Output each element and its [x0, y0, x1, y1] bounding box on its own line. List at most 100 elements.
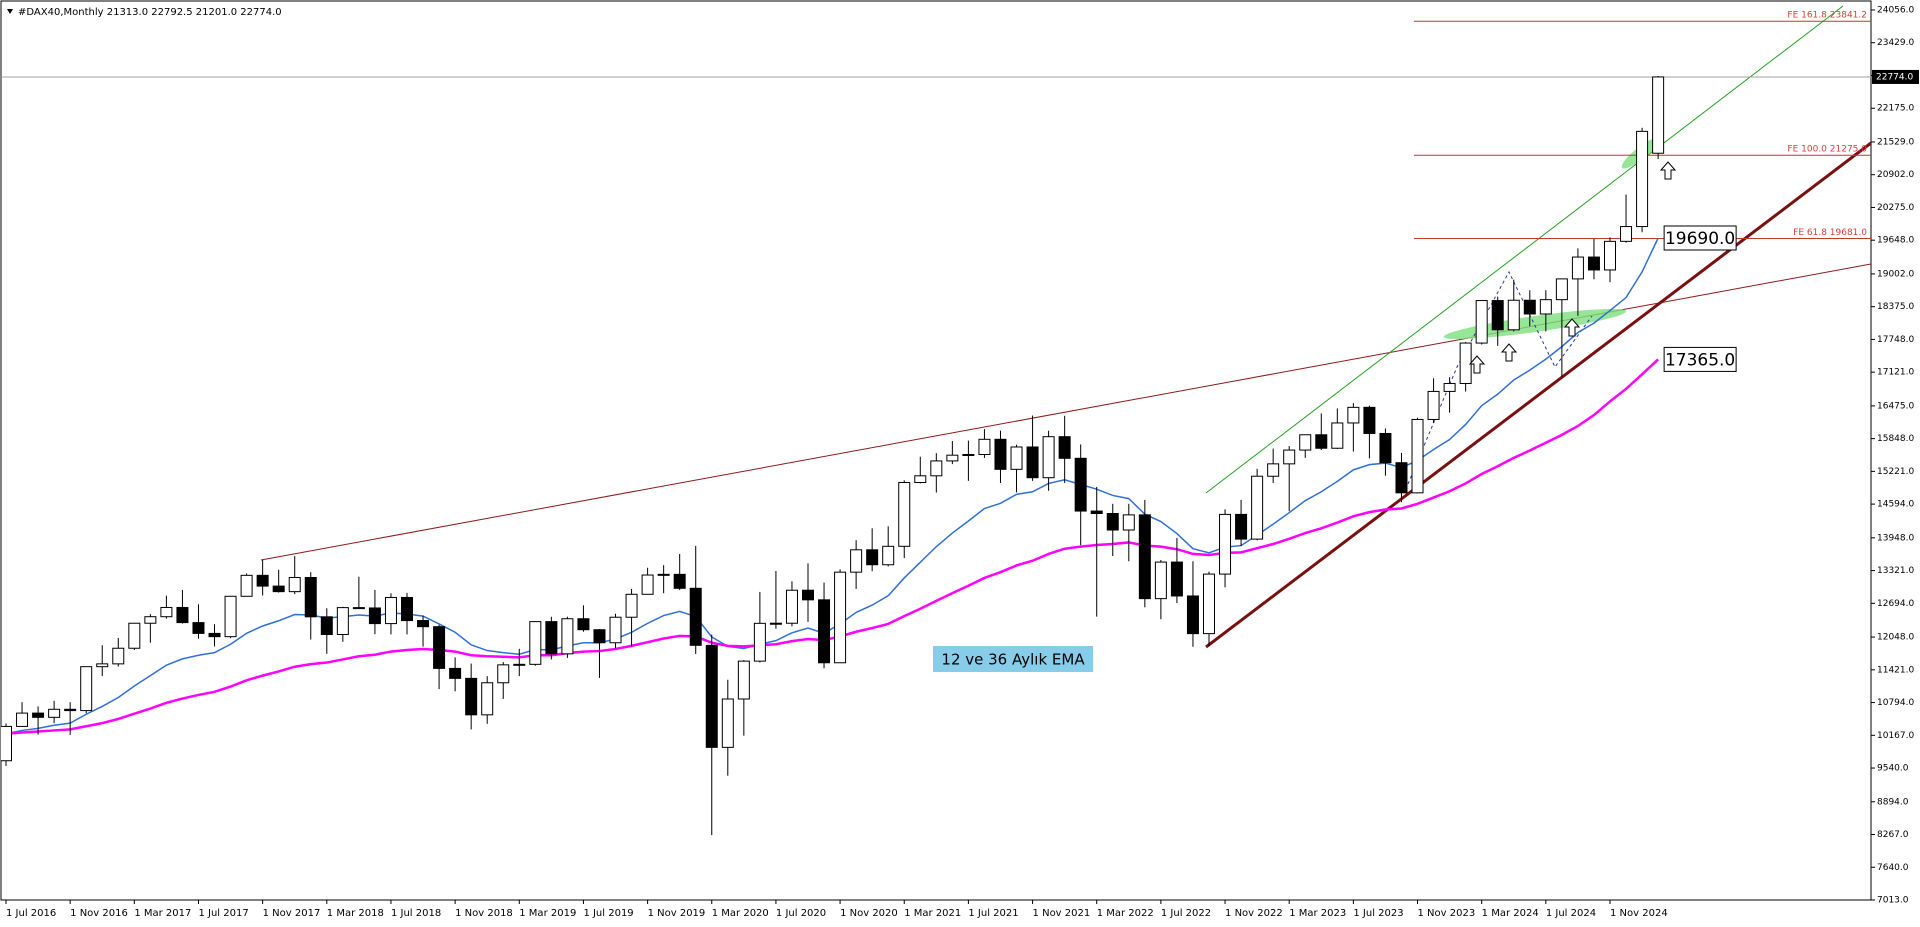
candle-body — [1427, 390, 1440, 420]
candle-body — [802, 589, 814, 601]
candle-body — [1523, 299, 1536, 315]
candle-body — [625, 593, 638, 618]
candle-body — [1459, 342, 1472, 384]
arrow — [1563, 318, 1581, 337]
candle-body — [818, 599, 831, 664]
x-tick-label: 1 Jul 2021 — [968, 908, 1018, 919]
candle-body — [1411, 418, 1424, 494]
y-tick-label: 17121.0 — [1877, 368, 1914, 378]
candle-body — [1363, 406, 1376, 434]
chart-title: #DAX40,Monthly 21313.0 22792.5 21201.0 2… — [18, 7, 282, 18]
y-tick-label: 19002.0 — [1877, 269, 1914, 279]
x-tick-label: 1 Mar 2017 — [134, 908, 191, 919]
zigzag — [1407, 270, 1593, 485]
candle-body — [1186, 595, 1199, 635]
y-tick-label: 13321.0 — [1877, 566, 1914, 576]
candle-body — [368, 607, 381, 625]
y-tick-label: 7013.0 — [1877, 896, 1909, 906]
candle-body — [1299, 434, 1312, 451]
y-tick-label: 23429.0 — [1877, 38, 1914, 48]
channel-line — [1205, 5, 1844, 494]
candle-body — [721, 698, 734, 748]
y-tick-label: 16475.0 — [1877, 401, 1914, 411]
candle-body — [288, 576, 301, 593]
y-tick-label: 9540.0 — [1877, 764, 1909, 774]
candle-body — [1443, 382, 1456, 392]
candle-body — [689, 587, 702, 646]
x-tick-label: 1 Mar 2023 — [1289, 908, 1346, 919]
candle-body — [16, 712, 29, 727]
y-tick-label: 20275.0 — [1877, 203, 1914, 213]
x-tick-label: 1 Mar 2019 — [519, 908, 576, 919]
candle-body — [1203, 573, 1215, 635]
candle-body — [160, 606, 173, 618]
y-tick-label: 11421.0 — [1877, 665, 1914, 675]
candle-body — [898, 481, 911, 547]
plot-frame — [0, 0, 1872, 901]
candle-body — [1138, 514, 1151, 600]
candle-body — [1010, 446, 1023, 470]
candle-body — [32, 712, 45, 718]
menu-icon — [7, 9, 13, 14]
candle-body — [914, 475, 927, 483]
candle-body — [1604, 240, 1616, 271]
ema-label: 19690.0 — [1665, 229, 1735, 249]
y-tick-label: 8894.0 — [1877, 797, 1909, 807]
candle-body — [834, 571, 847, 664]
plot-area — [1, 5, 1871, 836]
candle-body — [866, 549, 879, 566]
y-tick-label: 19648.0 — [1877, 236, 1914, 246]
y-tick-label: 15848.0 — [1877, 434, 1914, 444]
x-tick-label: 1 Nov 2020 — [840, 908, 898, 919]
candle-body — [785, 589, 798, 624]
candle-body — [1154, 561, 1167, 600]
ema-label-box — [1663, 225, 1737, 251]
candle-body — [1058, 436, 1071, 459]
y-tick-label: 7640.0 — [1877, 863, 1909, 873]
y-tick-label: 17748.0 — [1877, 335, 1914, 345]
candle-body — [320, 616, 333, 636]
ema-line — [5, 358, 1659, 735]
candle-body — [1539, 299, 1552, 315]
y-tick-label: 12694.0 — [1877, 599, 1914, 609]
candle-body — [994, 438, 1007, 470]
candle-body — [1042, 436, 1055, 479]
candle-body — [144, 616, 157, 624]
candle-body — [641, 574, 654, 595]
x-tick-label: 1 Nov 2021 — [1033, 908, 1091, 919]
y-tick-label: 21529.0 — [1877, 137, 1914, 147]
trendline — [1205, 141, 1871, 649]
x-tick-label: 1 Jul 2016 — [6, 908, 56, 919]
candle-body — [769, 622, 782, 625]
y-tick-label: 10167.0 — [1877, 731, 1914, 741]
candle-body — [930, 460, 943, 477]
candle-body — [224, 595, 237, 638]
ema-label: 17365.0 — [1665, 350, 1735, 370]
y-tick-label: 22175.0 — [1877, 104, 1914, 114]
candle-body — [1251, 475, 1264, 540]
candle-body — [1491, 300, 1504, 331]
candle-body — [1571, 256, 1584, 280]
candle-body — [336, 607, 349, 636]
candle-body — [1395, 462, 1408, 494]
fib-label: FE 61.8 19681.0 — [1793, 228, 1867, 238]
x-tick-label: 1 Mar 2021 — [904, 908, 961, 919]
annotations: 12 ve 36 Aylık EMA #DAX40,Monthly 21313.… — [7, 7, 1867, 672]
candle-body — [48, 708, 61, 718]
fib-label: FE 100.0 21275.0 — [1787, 145, 1867, 155]
candle-body — [481, 682, 494, 716]
y-tick-label: 20902.0 — [1877, 170, 1914, 180]
candle-body — [208, 632, 221, 638]
arrow — [1659, 161, 1677, 180]
x-tick-label: 1 Jul 2019 — [583, 908, 633, 919]
x-tick-label: 1 Jul 2020 — [776, 908, 826, 919]
candle-body — [1636, 130, 1649, 228]
candle-body — [1267, 463, 1280, 477]
annotation-box — [933, 646, 1093, 672]
x-tick-label: 1 Nov 2018 — [455, 908, 513, 919]
candle-body — [1475, 300, 1488, 344]
candle-body — [1331, 422, 1344, 449]
x-tick-label: 1 Nov 2016 — [70, 908, 128, 919]
